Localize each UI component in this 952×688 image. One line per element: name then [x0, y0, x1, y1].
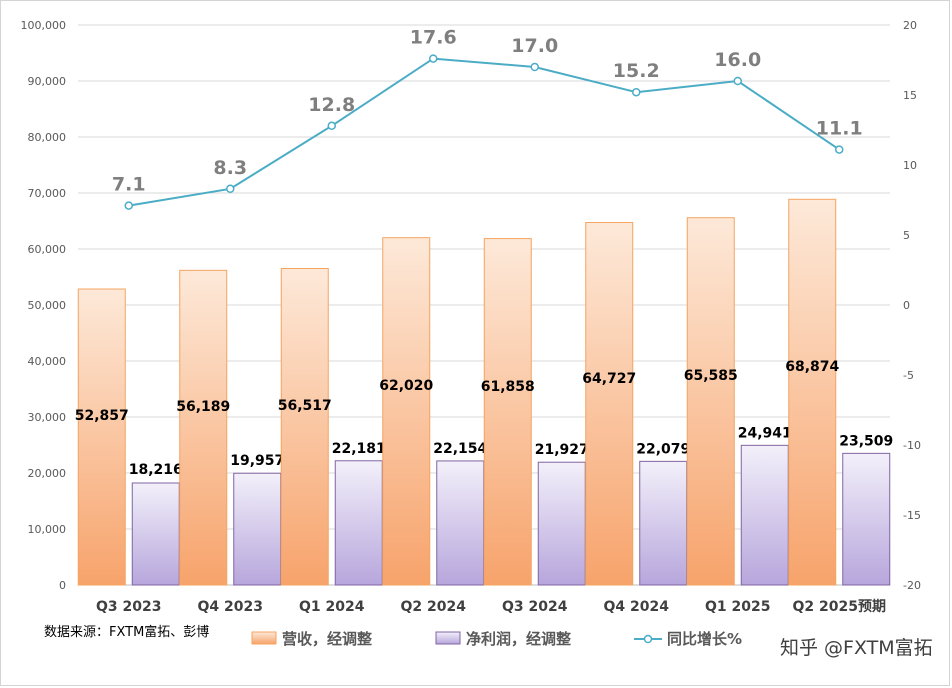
y-left-tick-label: 20,000: [28, 467, 67, 480]
bar-net-profit: [537, 461, 586, 586]
y-right-tick-label: -15: [903, 509, 921, 522]
x-category-label: Q4 2023: [198, 599, 263, 615]
data-label-growth: 15.2: [613, 60, 660, 82]
data-label-net-profit: 24,941: [738, 425, 792, 441]
legend: 营收，经调整 净利润，经调整 同比增长%: [251, 630, 742, 648]
y-left-tick-label: 60,000: [28, 243, 67, 256]
data-label-growth: 17.6: [410, 27, 457, 49]
x-category-label: Q3 2023: [96, 599, 161, 615]
y-right-tick-label: 10: [903, 159, 917, 172]
bar-revenue: [179, 269, 228, 586]
x-category-label: Q2 2024: [401, 599, 467, 615]
bar-net-profit: [639, 460, 688, 586]
bar-revenue: [686, 217, 735, 586]
y-left-tick-label: 50,000: [28, 299, 67, 312]
growth-point: [429, 54, 438, 63]
y-left-tick-label: 40,000: [28, 355, 67, 368]
x-category-label: Q1 2025: [705, 599, 770, 615]
data-label-revenue: 56,189: [176, 399, 230, 415]
x-category-label: Q2 2025预期: [793, 599, 886, 615]
bars: 52,857 18,216 56,189 19,957 56,517 22,181 62,0…: [75, 198, 893, 586]
growth-point: [835, 145, 844, 154]
data-label-growth: 17.0: [511, 35, 558, 57]
growth-point: [226, 184, 235, 194]
x-axis-categories: Q3 2023 Q4 2023 Q1 2024 Q2 2024 Q3 2024 Q4 20…: [96, 599, 886, 615]
growth-point: [327, 121, 336, 131]
data-label-revenue: 56,517: [278, 398, 332, 414]
data-label-growth: 12.8: [308, 94, 355, 116]
data-label-revenue: 64,727: [582, 371, 636, 387]
watermark: 知乎 @FXTM富拓: [780, 637, 933, 659]
y-left-tick-label: 90,000: [28, 75, 67, 88]
y-right-tick-label: 15: [903, 89, 917, 102]
growth-point: [733, 76, 742, 86]
data-label-growth: 16.0: [714, 49, 761, 71]
bar-net-profit: [740, 444, 789, 586]
data-label-net-profit: 19,957: [230, 453, 284, 469]
data-label-net-profit: 22,181: [332, 441, 386, 457]
x-category-label: Q3 2024: [502, 599, 568, 615]
source-note: 数据来源：FXTM富拓、彭博: [44, 624, 209, 640]
data-label-net-profit: 22,079: [636, 441, 690, 457]
data-label-revenue: 62,020: [379, 378, 433, 394]
growth-polyline: [128, 57, 840, 207]
bar-revenue: [280, 268, 329, 586]
bar-revenue: [585, 222, 634, 586]
y-right-tick-label: 5: [903, 229, 910, 242]
legend-swatch-growth-marker: [643, 634, 653, 644]
bar-net-profit: [436, 460, 485, 586]
bar-revenue: [788, 198, 837, 586]
data-label-revenue: 61,858: [481, 379, 535, 395]
data-label-growth: 11.1: [816, 118, 863, 140]
y-left-tick-label: 100,000: [21, 19, 67, 32]
y-right-tick-label: 20: [903, 19, 917, 32]
growth-line: 7.1 8.3 12.8 17.6 17.0 15.2 16.0 11.1: [112, 27, 863, 210]
legend-swatch-net-profit: [435, 631, 461, 645]
data-label-growth: 8.3: [213, 157, 247, 179]
growth-point: [124, 201, 133, 210]
x-category-label: Q1 2024: [299, 599, 365, 615]
y-axis-right: -20 -15 -10 -5 0 5 10 15 20: [903, 19, 921, 592]
data-label-net-profit: 23,509: [839, 433, 893, 449]
y-left-tick-label: 30,000: [28, 411, 67, 424]
bar-revenue: [382, 237, 431, 586]
data-label-net-profit: 21,927: [535, 442, 589, 458]
legend-label-growth: 同比增长%: [667, 630, 742, 648]
y-left-tick-label: 80,000: [28, 131, 67, 144]
bar-net-profit: [842, 452, 891, 586]
y-left-tick-label: 10,000: [28, 523, 67, 536]
legend-label-net-profit: 净利润，经调整: [466, 630, 571, 648]
legend-swatch-revenue: [251, 631, 277, 645]
data-label-revenue: 52,857: [75, 408, 129, 424]
y-left-tick-label: 70,000: [28, 187, 67, 200]
data-label-growth: 7.1: [112, 174, 146, 196]
y-right-tick-label: 0: [903, 299, 910, 312]
y-right-tick-label: -10: [903, 439, 921, 452]
y-right-tick-label: -20: [903, 579, 921, 592]
bar-net-profit: [233, 472, 282, 586]
data-label-net-profit: 18,216: [129, 462, 183, 478]
bar-revenue: [483, 238, 532, 586]
bar-revenue: [77, 288, 126, 586]
y-right-tick-label: -5: [903, 369, 914, 382]
y-axis-left: 0 10,000 20,000 30,000 40,000 50,000 60,000 70,…: [21, 19, 67, 592]
y-left-tick-label: 0: [59, 579, 66, 592]
bar-net-profit: [131, 482, 180, 586]
legend-label-revenue: 营收，经调整: [282, 630, 372, 648]
growth-point: [530, 62, 539, 72]
data-label-revenue: 68,874: [785, 359, 839, 375]
bar-net-profit: [334, 460, 383, 586]
data-label-net-profit: 22,154: [433, 441, 487, 457]
growth-point: [632, 87, 641, 97]
x-category-label: Q4 2024: [604, 599, 670, 615]
data-label-revenue: 65,585: [684, 368, 738, 384]
